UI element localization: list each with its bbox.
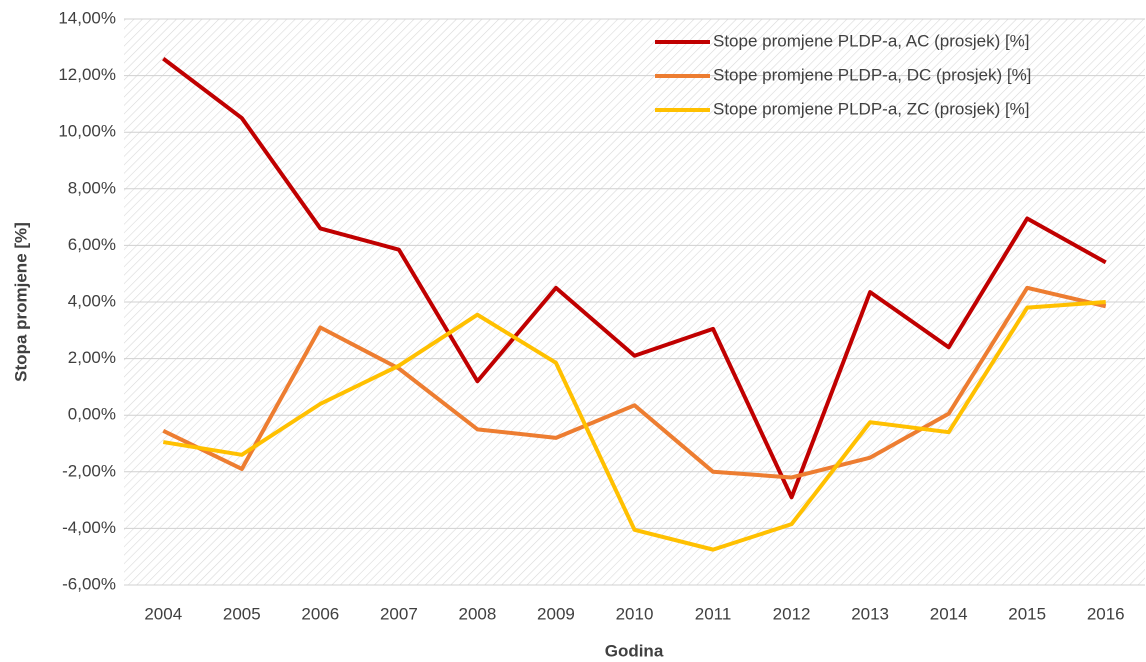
x-tick-label: 2014 (930, 604, 968, 623)
x-tick-label: 2008 (459, 604, 497, 623)
y-tick-label: 8,00% (68, 178, 116, 197)
x-tick-label: 2016 (1087, 604, 1125, 623)
y-tick-label: 4,00% (68, 291, 116, 310)
x-tick-label: 2009 (537, 604, 575, 623)
legend-label: Stope promjene PLDP-a, ZC (prosjek) [%] (713, 99, 1030, 118)
series-line (162, 57, 1107, 500)
x-tick-label: 2011 (695, 604, 732, 623)
legend-label: Stope promjene PLDP-a, AC (prosjek) [%] (713, 31, 1030, 50)
y-tick-label: -2,00% (62, 461, 116, 480)
series-line (162, 285, 1107, 480)
x-tick-label: 2013 (851, 604, 889, 623)
y-tick-label: -6,00% (62, 574, 116, 593)
y-tick-label: 6,00% (68, 235, 116, 254)
y-tick-label: 0,00% (68, 405, 116, 424)
y-tick-label: 10,00% (58, 122, 116, 141)
series-line (162, 300, 1106, 552)
x-tick-label: 2005 (223, 604, 261, 623)
y-axis-title: Stopa promjene [%] (11, 222, 30, 382)
x-tick-label: 2012 (773, 604, 811, 623)
x-tick-label: 2007 (380, 604, 418, 623)
x-axis-title: Godina (605, 641, 664, 660)
x-tick-label: 2006 (301, 604, 339, 623)
legend-label: Stope promjene PLDP-a, DC (prosjek) [%] (713, 65, 1031, 84)
y-tick-label: -4,00% (62, 518, 116, 537)
y-tick-label: 14,00% (58, 8, 116, 27)
x-tick-label: 2004 (144, 604, 182, 623)
y-tick-label: 12,00% (58, 65, 116, 84)
x-tick-label: 2015 (1008, 604, 1046, 623)
y-tick-label: 2,00% (68, 348, 116, 367)
x-tick-label: 2010 (616, 604, 654, 623)
